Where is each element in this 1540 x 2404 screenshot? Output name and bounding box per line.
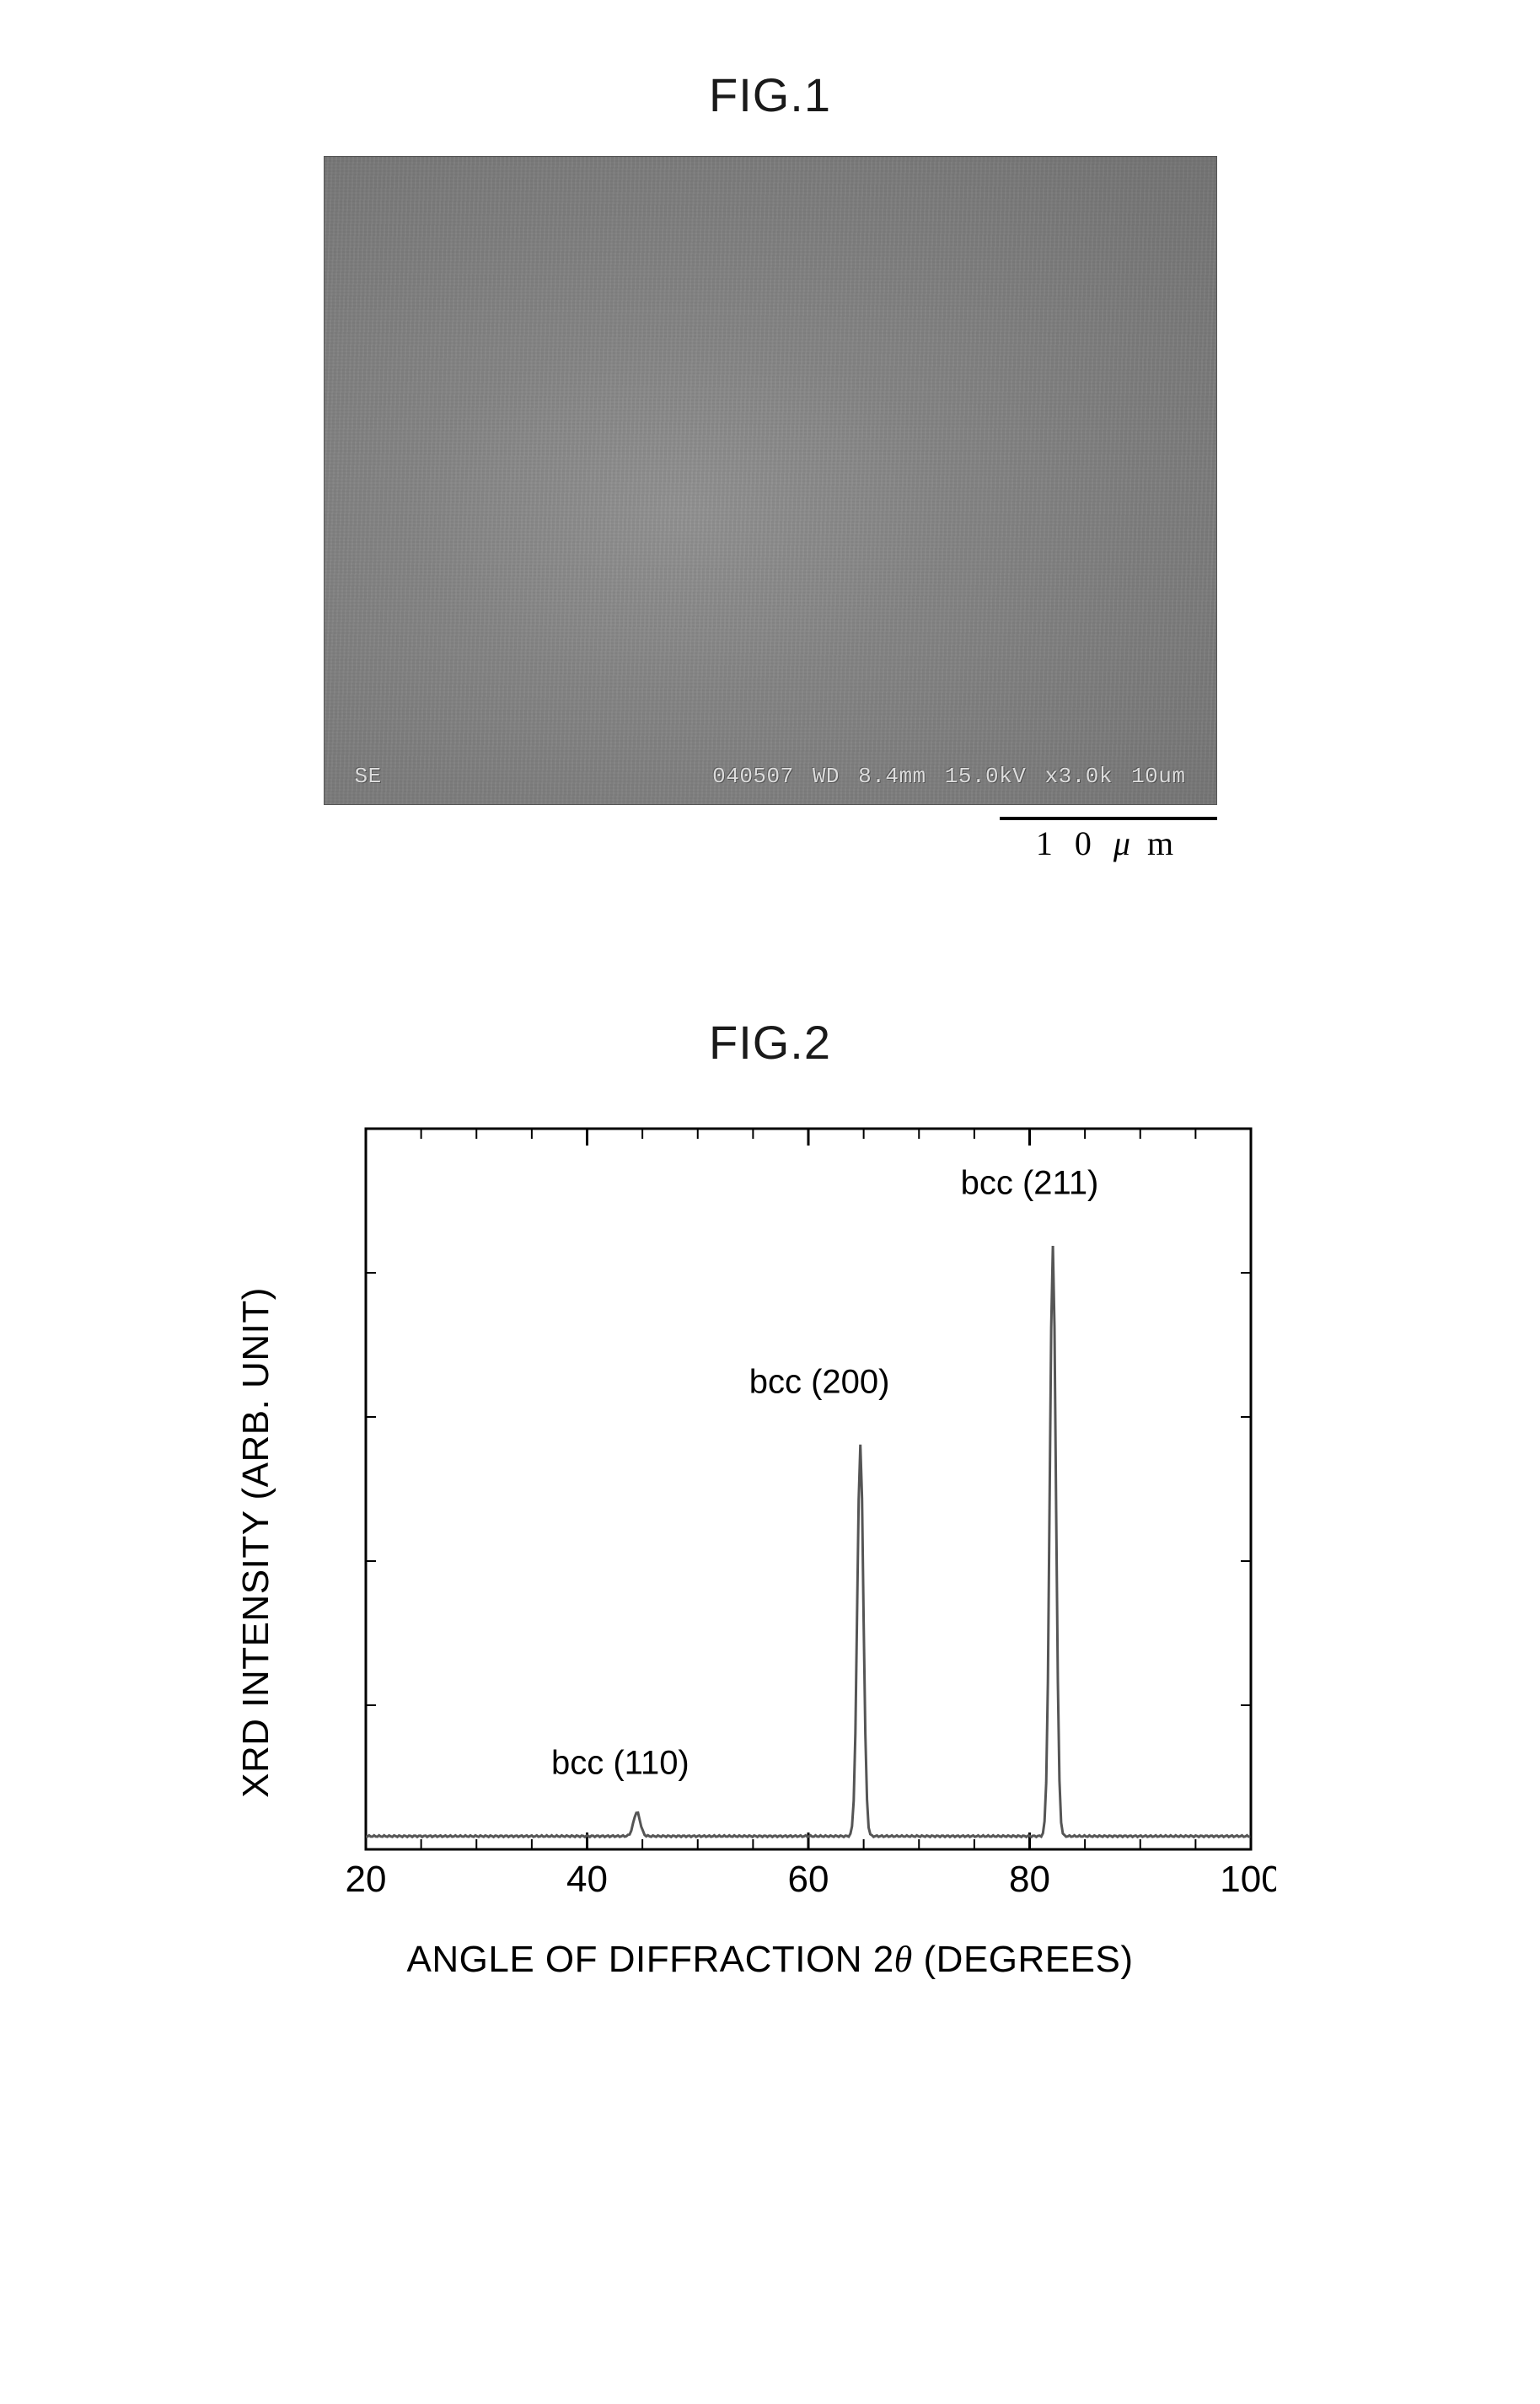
svg-text:100: 100: [1220, 1859, 1276, 1900]
xrd-chart: XRD INTENSITY (ARB. UNIT) 20406080100bcc…: [265, 1103, 1276, 1981]
y-axis-label: XRD INTENSITY (ARB. UNIT): [235, 1287, 277, 1798]
svg-text:40: 40: [566, 1859, 608, 1900]
scalebar-m: m: [1147, 824, 1180, 862]
x-axis-label-theta: θ: [894, 1939, 913, 1980]
figure-1-title: FIG.1: [169, 67, 1371, 122]
scalebar-line: [1000, 817, 1217, 820]
scalebar: 1 0 μ m: [324, 817, 1217, 863]
x-axis-label: ANGLE OF DIFFRACTION 2θ (DEGREES): [265, 1938, 1276, 1981]
xrd-svg: 20 40 60 80 100 bcc (110) bcc (200) bcc (211): [265, 1103, 1276, 1929]
svg-text:60: 60: [787, 1859, 829, 1900]
sem-footer: SE 040507 WD 8.4mm 15.0kV x3.0k 10um: [355, 764, 1186, 789]
scalebar-mu: μ: [1113, 824, 1132, 862]
svg-text:20: 20: [345, 1859, 386, 1900]
svg-text:bcc (200): bcc (200): [749, 1364, 889, 1401]
sem-meta-text: 040507 WD 8.4mm 15.0kV x3.0k 10um: [712, 764, 1185, 789]
x-axis-label-suffix: (DEGREES): [913, 1939, 1134, 1980]
figure-1: FIG.1 SE 040507 WD 8.4mm 15.0kV x3.0k 10…: [169, 67, 1371, 863]
scalebar-value: 1 0: [1036, 824, 1098, 862]
svg-text:bcc (110): bcc (110): [550, 1744, 689, 1781]
sem-micrograph: SE 040507 WD 8.4mm 15.0kV x3.0k 10um: [324, 156, 1217, 805]
sem-mode-label: SE: [355, 764, 382, 789]
x-axis-label-prefix: ANGLE OF DIFFRACTION 2: [407, 1939, 894, 1980]
figure-2-title: FIG.2: [169, 1015, 1371, 1070]
svg-text:bcc (211): bcc (211): [960, 1164, 1098, 1201]
svg-text:80: 80: [1009, 1859, 1050, 1900]
scalebar-label: 1 0 μ m: [1000, 824, 1217, 863]
figure-2: FIG.2 XRD INTENSITY (ARB. UNIT) 20 40 60 80…: [169, 1015, 1371, 1981]
sem-container: SE 040507 WD 8.4mm 15.0kV x3.0k 10um 1 0…: [324, 156, 1217, 863]
